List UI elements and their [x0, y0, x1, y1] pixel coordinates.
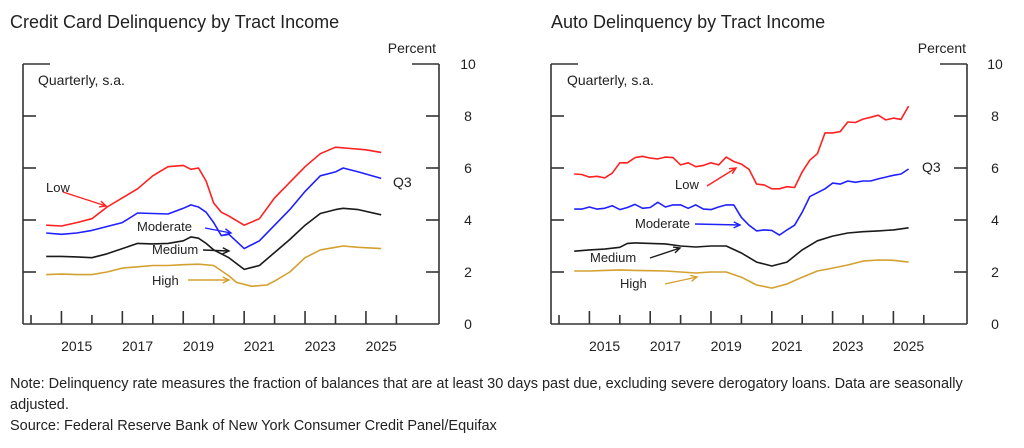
x-tick-label: 2019 — [183, 338, 214, 354]
y-axis-label: Percent — [918, 40, 966, 56]
arrow-head-icon — [98, 200, 108, 208]
x-axis: 2015 2017 2019 2021 2023 2025 — [558, 311, 925, 354]
y-tick-label: 2 — [464, 264, 472, 280]
y-tick-label: 4 — [991, 212, 999, 228]
series-line-low — [46, 146, 382, 227]
annotation-arrow — [188, 276, 231, 284]
y-tick-label: 8 — [991, 108, 999, 124]
arrow-head-icon — [672, 246, 682, 254]
series-line-moderate — [574, 168, 910, 236]
x-tick-label: 2025 — [366, 338, 397, 354]
annotation-high: High — [152, 273, 231, 288]
series-line-high — [574, 259, 909, 289]
y-axis: 0 2 4 6 8 10 — [551, 56, 1003, 332]
end-label-q3: Q3 — [393, 174, 412, 190]
arrow-head-icon — [222, 276, 231, 284]
series-lines — [574, 105, 910, 289]
y-tick-label: 2 — [991, 264, 999, 280]
arrow-line — [694, 223, 741, 226]
chart-frame — [550, 63, 968, 325]
annotation-arrow — [694, 221, 742, 229]
annotation-label: High — [152, 273, 179, 288]
y-axis-label: Percent — [388, 40, 436, 56]
arrow-line — [204, 227, 232, 234]
chart-subtitle: Quarterly, s.a. — [38, 72, 125, 88]
x-tick-label: 2021 — [244, 338, 275, 354]
y-tick-label: 4 — [464, 212, 472, 228]
arrow-line — [62, 191, 107, 207]
annotation-label: Medium — [590, 250, 636, 265]
end-label-q3: Q3 — [922, 159, 941, 175]
annotation-arrow — [649, 246, 682, 259]
annotation-arrow — [706, 167, 738, 187]
series-lines — [46, 146, 382, 288]
charts-canvas: Credit Card Delinquency by Tract Income … — [10, 12, 1003, 354]
chart-title: Credit Card Delinquency by Tract Income — [10, 12, 339, 32]
series-line-low — [574, 105, 910, 190]
series-line-high — [46, 245, 382, 288]
y-tick-label: 6 — [991, 160, 999, 176]
arrow-head-icon — [222, 247, 231, 255]
x-tick-label: 2015 — [61, 338, 92, 354]
y-tick-label: 0 — [464, 316, 472, 332]
annotation-medium: Medium — [590, 246, 682, 265]
arrow-line — [649, 247, 681, 259]
series-line-medium — [574, 227, 909, 267]
arrow-head-icon — [733, 221, 742, 229]
x-tick-label: 2017 — [122, 338, 153, 354]
arrow-head-icon — [690, 274, 699, 282]
annotation-label: Low — [46, 180, 70, 195]
y-tick-label: 6 — [464, 160, 472, 176]
annotation-label: High — [620, 276, 647, 291]
y-tick-label: 10 — [987, 56, 1003, 72]
x-tick-label: 2015 — [589, 338, 620, 354]
x-tick-label: 2025 — [893, 338, 924, 354]
y-tick-label: 8 — [464, 108, 472, 124]
annotation-arrow — [202, 247, 231, 255]
arrow-head-icon — [224, 228, 233, 236]
annotation-moderate: Moderate — [635, 216, 742, 231]
chart-subtitle: Quarterly, s.a. — [567, 72, 654, 88]
chart-frame — [22, 63, 440, 325]
y-axis: 0 2 4 6 8 10 — [23, 56, 476, 332]
annotation-arrow — [62, 191, 108, 208]
footer: Note: Delinquency rate measures the frac… — [10, 374, 1020, 437]
annotation-medium: Medium — [152, 242, 231, 257]
chart-title: Auto Delinquency by Tract Income — [551, 12, 825, 32]
auto-chart: Auto Delinquency by Tract Income Percent… — [550, 12, 1003, 354]
series-line-moderate — [46, 167, 382, 250]
annotation-high: High — [620, 274, 699, 291]
x-tick-label: 2023 — [832, 338, 863, 354]
annotation-arrow — [664, 274, 699, 285]
annotation-label: Low — [675, 177, 699, 192]
annotation-arrow — [204, 227, 233, 236]
annotation-label: Moderate — [137, 219, 192, 234]
annotation-low: Low — [46, 180, 108, 208]
x-tick-label: 2019 — [711, 338, 742, 354]
x-tick-label: 2023 — [305, 338, 336, 354]
annotation-low: Low — [675, 167, 738, 192]
arrow-line — [706, 167, 737, 187]
annotation-label: Medium — [152, 242, 198, 257]
x-axis: 2015 2017 2019 2021 2023 2025 — [30, 311, 398, 354]
annotation-moderate: Moderate — [137, 219, 233, 236]
x-tick-label: 2021 — [771, 338, 802, 354]
annotation-label: Moderate — [635, 216, 690, 231]
arrow-line — [664, 276, 698, 285]
footer-note: Note: Delinquency rate measures the frac… — [10, 376, 963, 413]
arrow-line — [202, 249, 230, 252]
y-tick-label: 10 — [460, 56, 476, 72]
x-tick-label: 2017 — [650, 338, 681, 354]
y-tick-label: 0 — [991, 316, 999, 332]
arrow-head-icon — [728, 167, 738, 175]
series-line-medium — [46, 207, 382, 271]
footer-source: Source: Federal Reserve Bank of New York… — [10, 418, 497, 434]
credit-card-chart: Credit Card Delinquency by Tract Income … — [10, 12, 476, 354]
